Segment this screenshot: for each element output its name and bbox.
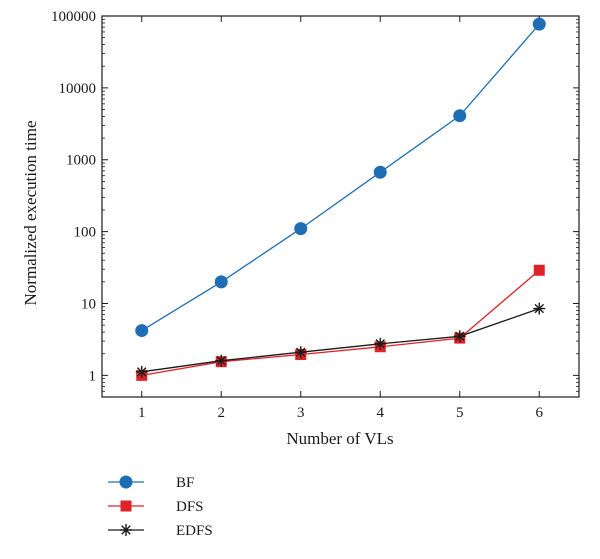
asterisk-stroke (455, 331, 465, 341)
y-tick-label: 100000 (51, 9, 96, 25)
legend-label-bf: BF (176, 475, 194, 491)
legend-label-dfs: DFS (176, 499, 204, 515)
data-point-bf (214, 275, 228, 289)
asterisk-stroke (137, 367, 147, 377)
legend-marker-bf (119, 475, 133, 489)
x-tick-label: 2 (218, 405, 226, 421)
data-point-bf (135, 324, 149, 338)
legend-marker-dfs (120, 500, 132, 512)
asterisk-stroke (296, 347, 306, 357)
x-tick-label: 1 (138, 405, 146, 421)
data-point-bf (373, 165, 387, 179)
series-line-edfs (141, 307, 540, 373)
x-tick-label: 4 (377, 405, 385, 421)
legend: BF DFS EDFS (108, 475, 213, 539)
legend-marker-edfs (120, 524, 132, 536)
legend-item-dfs: DFS (108, 499, 204, 515)
data-point-edfs (533, 302, 546, 315)
y-tick-label: 10 (81, 296, 96, 312)
y-axis-title: Normalized execution time (21, 120, 40, 305)
plot-area: 1 2 3 4 5 6 1 10 100 1000 10000 100000 (51, 9, 580, 421)
y-tick-label: 1 (89, 368, 97, 384)
x-tick-label: 6 (536, 405, 544, 421)
series-line-bf (141, 23, 540, 332)
asterisk-stroke (375, 339, 385, 349)
y-tick-label: 100 (74, 225, 97, 241)
plot-frame (101, 15, 580, 398)
legend-label-edfs: EDFS (176, 523, 213, 539)
data-point-edfs (374, 337, 387, 350)
data-point-edfs (294, 346, 307, 359)
series-edfs (135, 302, 546, 378)
series-layer (135, 17, 546, 381)
data-point-bf (294, 222, 308, 236)
x-tick-label: 5 (456, 405, 464, 421)
data-point-edfs (135, 365, 148, 378)
legend-item-edfs: EDFS (108, 523, 213, 539)
y-tick-label: 10000 (59, 81, 97, 97)
x-axis-title: Number of VLs (286, 429, 393, 448)
asterisk-stroke (216, 355, 226, 366)
asterisk-stroke (121, 525, 131, 535)
series-line-dfs (141, 269, 540, 377)
data-point-bf (532, 17, 546, 31)
asterisk-stroke (534, 303, 544, 314)
data-point-edfs (453, 330, 466, 343)
legend-item-bf: BF (108, 475, 194, 491)
y-tick-label: 1000 (66, 153, 96, 169)
data-point-dfs (533, 264, 545, 276)
data-point-bf (453, 109, 467, 123)
x-tick-label: 3 (297, 405, 305, 421)
series-bf (135, 17, 546, 338)
data-point-edfs (215, 354, 228, 367)
